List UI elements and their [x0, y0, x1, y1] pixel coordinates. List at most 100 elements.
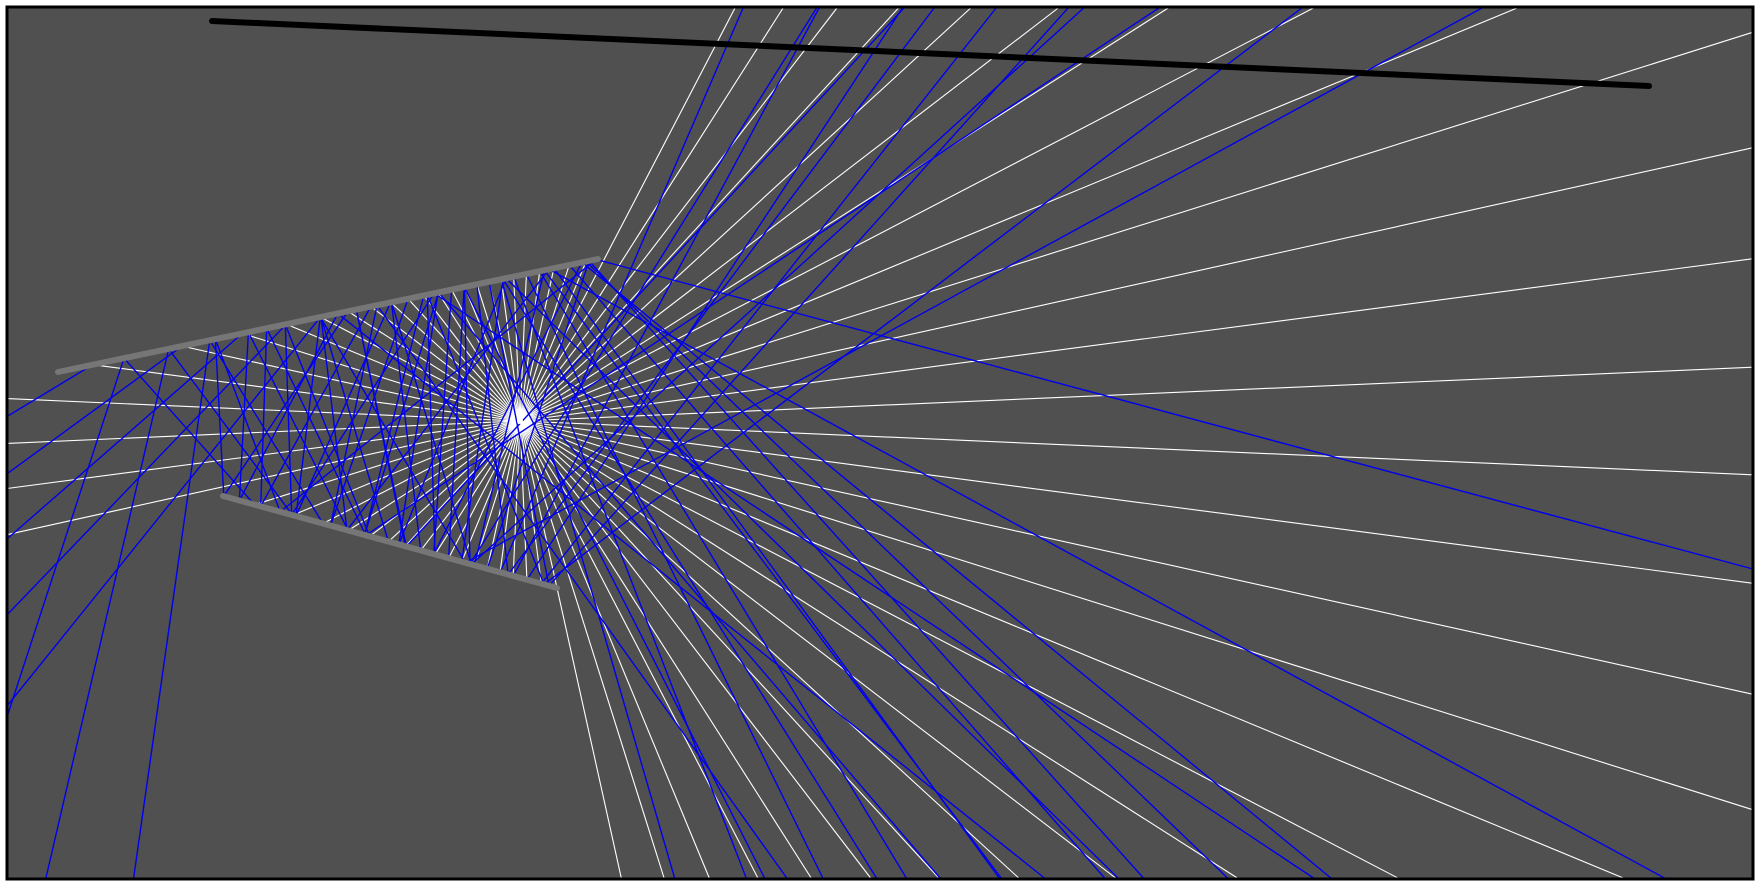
blue-ray: [465, 6, 1485, 564]
blue-ray: [390, 301, 473, 565]
white-ray: [519, 420, 623, 880]
blue-ray: [6, 357, 125, 718]
blue-ray: [463, 286, 766, 880]
white-ray: [519, 420, 759, 880]
white-ray: [292, 420, 521, 516]
white-ray: [512, 420, 521, 576]
white-ray: [473, 420, 521, 566]
blue-ray: [238, 313, 339, 501]
blue-ray: [405, 6, 906, 547]
white-ray: [519, 273, 527, 422]
white-ray: [519, 271, 541, 422]
blue-ray: [346, 268, 550, 531]
white-ray: [434, 420, 521, 555]
blue-ray: [502, 278, 878, 880]
blue-ray: [295, 302, 392, 517]
blue-ray: [426, 294, 436, 555]
blue-ray: [284, 324, 293, 515]
white-ray: [519, 420, 1754, 584]
white-ray: [461, 420, 521, 562]
blue-ray: [291, 292, 435, 516]
upper-mirror[interactable]: [55, 256, 601, 375]
blue-ray: [279, 258, 597, 513]
white-rays: [6, 6, 1754, 880]
blue-ray: [6, 316, 321, 707]
blue-ray: [585, 260, 1230, 880]
scene-background: [7, 7, 1753, 879]
blue-ray: [398, 277, 507, 545]
blue-ray: [45, 348, 170, 880]
blue-ray: [214, 339, 225, 497]
white-ray: [519, 147, 1754, 422]
blue-ray: [433, 261, 583, 555]
blue-ray: [539, 270, 908, 880]
white-ray: [407, 298, 521, 422]
white-ray: [320, 316, 521, 422]
blue-ray: [6, 323, 287, 616]
blue-ray: [470, 6, 1086, 565]
white-ray: [519, 420, 1626, 880]
blue-ray: [499, 6, 745, 573]
white-ray: [437, 292, 521, 422]
blue-ray: [476, 284, 509, 575]
white-ray: [347, 310, 521, 422]
white-ray: [519, 6, 839, 422]
white-ray: [500, 279, 521, 422]
white-ray: [499, 420, 521, 573]
white-ray: [519, 6, 1171, 422]
blue-ray: [295, 317, 321, 517]
white-ray: [390, 301, 521, 422]
top-screen[interactable]: [209, 18, 1652, 89]
blue-ray: [500, 279, 676, 880]
white-ray: [519, 6, 736, 422]
blue-ray: [6, 345, 183, 475]
blue-ray: [469, 6, 818, 565]
blue-ray: [568, 264, 1107, 880]
lower-mirror[interactable]: [220, 493, 560, 591]
blue-ray: [6, 364, 94, 418]
blue-ray: [548, 268, 1667, 880]
blue-ray: [488, 281, 550, 586]
blue-ray: [548, 6, 1070, 587]
white-ray: [519, 420, 665, 880]
blue-ray: [260, 306, 372, 507]
blue-ray: [526, 6, 904, 581]
light-source[interactable]: [517, 418, 523, 424]
blue-ray: [223, 310, 349, 497]
blue-ray: [486, 260, 590, 570]
white-ray: [92, 364, 521, 422]
white-ray: [322, 420, 521, 524]
white-ray: [286, 323, 521, 422]
blue-ray: [507, 6, 936, 575]
blue-ray: [329, 305, 378, 526]
blue-ray: [376, 304, 789, 880]
blue-ray: [260, 328, 268, 507]
blue-ray: [329, 298, 409, 526]
blue-ray: [363, 292, 440, 536]
white-ray: [519, 420, 1401, 880]
blue-ray: [553, 267, 1001, 880]
white-ray: [519, 268, 555, 422]
blue-ray: [426, 294, 545, 585]
blue-ray: [320, 316, 390, 542]
white-ray: [519, 261, 587, 422]
white-ray: [519, 6, 1060, 422]
blue-ray: [363, 295, 425, 536]
blue-ray: [132, 340, 211, 880]
blue-ray: [505, 277, 1120, 880]
blue-ray: [513, 276, 748, 880]
blue-ray: [447, 286, 465, 559]
white-ray: [519, 420, 1021, 880]
blue-ray: [390, 302, 422, 551]
white-ray: [448, 420, 521, 559]
blue-ray: [437, 291, 942, 880]
blue-ray: [168, 348, 294, 516]
blue-ray: [512, 6, 821, 577]
white-ray: [519, 420, 1118, 880]
white-ray: [519, 258, 1754, 422]
white-ray: [519, 420, 1754, 811]
blue-ray: [398, 292, 439, 545]
white-ray: [519, 264, 570, 422]
